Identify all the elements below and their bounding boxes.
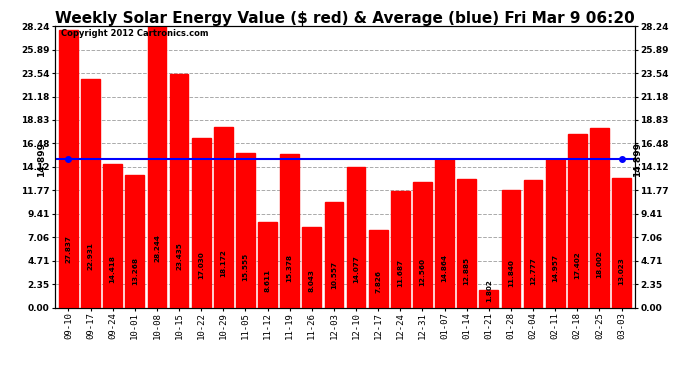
Text: 13.268: 13.268 — [132, 257, 138, 285]
Text: 13.023: 13.023 — [618, 257, 624, 285]
Bar — [258, 222, 277, 308]
Text: 14.418: 14.418 — [110, 255, 116, 283]
Text: 22.931: 22.931 — [88, 242, 94, 270]
Text: 14.899: 14.899 — [37, 142, 46, 177]
Bar — [214, 126, 233, 308]
Text: 14.864: 14.864 — [442, 254, 448, 282]
Text: 15.378: 15.378 — [286, 254, 293, 282]
Text: 12.560: 12.560 — [420, 258, 426, 286]
Text: 18.002: 18.002 — [596, 250, 602, 278]
Bar — [81, 79, 100, 308]
Text: 12.885: 12.885 — [464, 257, 470, 285]
Bar — [457, 179, 476, 308]
Bar — [346, 167, 366, 308]
Text: 1.802: 1.802 — [486, 279, 492, 302]
Bar — [391, 191, 410, 308]
Bar — [236, 153, 255, 308]
Text: Weekly Solar Energy Value ($ red) & Average (blue) Fri Mar 9 06:20: Weekly Solar Energy Value ($ red) & Aver… — [55, 11, 635, 26]
Bar — [590, 128, 609, 308]
Text: 27.837: 27.837 — [66, 235, 72, 263]
Text: 12.777: 12.777 — [530, 258, 536, 285]
Bar — [480, 290, 498, 308]
Text: 14.077: 14.077 — [353, 256, 359, 284]
Text: 8.611: 8.611 — [264, 268, 270, 292]
Text: 8.043: 8.043 — [309, 270, 315, 292]
Bar — [324, 202, 344, 308]
Text: 17.030: 17.030 — [198, 251, 204, 279]
Text: 14.899: 14.899 — [633, 142, 642, 177]
Bar — [546, 159, 564, 308]
Text: 11.840: 11.840 — [508, 259, 514, 287]
Bar — [568, 134, 586, 308]
Bar — [413, 182, 432, 308]
Text: 10.557: 10.557 — [331, 261, 337, 289]
Text: 23.435: 23.435 — [176, 242, 182, 270]
Bar — [59, 30, 78, 308]
Bar — [302, 227, 322, 308]
Bar — [170, 74, 188, 307]
Bar — [435, 159, 454, 308]
Bar — [524, 180, 542, 308]
Bar — [280, 154, 299, 308]
Bar — [126, 176, 144, 308]
Text: 17.402: 17.402 — [574, 251, 580, 279]
Bar — [104, 164, 122, 308]
Bar — [148, 26, 166, 308]
Text: 7.826: 7.826 — [375, 270, 381, 293]
Text: 15.555: 15.555 — [242, 253, 248, 281]
Text: 18.172: 18.172 — [220, 249, 226, 278]
Text: Copyright 2012 Cartronics.com: Copyright 2012 Cartronics.com — [61, 29, 208, 38]
Text: 28.244: 28.244 — [154, 234, 160, 262]
Text: 14.957: 14.957 — [552, 254, 558, 282]
Bar — [368, 230, 388, 308]
Bar — [612, 178, 631, 308]
Text: 11.687: 11.687 — [397, 259, 404, 287]
Bar — [502, 190, 520, 308]
Bar — [192, 138, 210, 308]
